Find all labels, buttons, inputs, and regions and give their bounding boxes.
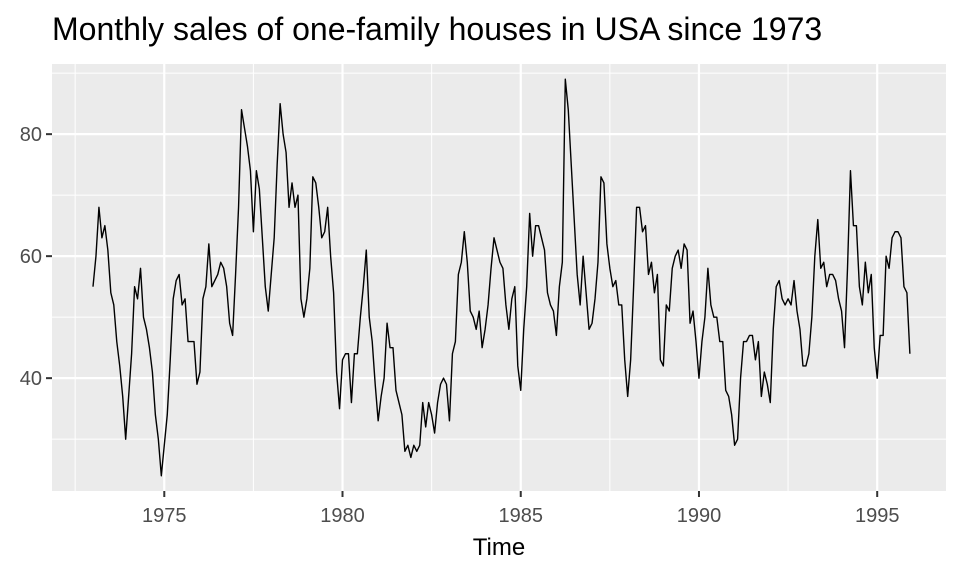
- x-tick-label: 1980: [320, 505, 365, 527]
- x-tick-label: 1975: [142, 505, 187, 527]
- chart-title: Monthly sales of one-family houses in US…: [52, 11, 822, 47]
- grid-major: [52, 64, 946, 491]
- x-axis: 1975 1980 1985 1990 1995: [142, 491, 899, 527]
- y-tick-label: 80: [20, 124, 42, 146]
- y-tick-label: 60: [20, 246, 42, 268]
- plot-panel: [52, 64, 946, 491]
- x-tick-label: 1995: [855, 505, 900, 527]
- x-axis-title: Time: [473, 534, 525, 561]
- series-line: [92, 78, 911, 477]
- x-tick-label: 1985: [498, 505, 543, 527]
- x-tick-label: 1990: [677, 505, 722, 527]
- y-tick-label: 40: [20, 368, 42, 390]
- y-axis: 40 60 80: [20, 124, 52, 390]
